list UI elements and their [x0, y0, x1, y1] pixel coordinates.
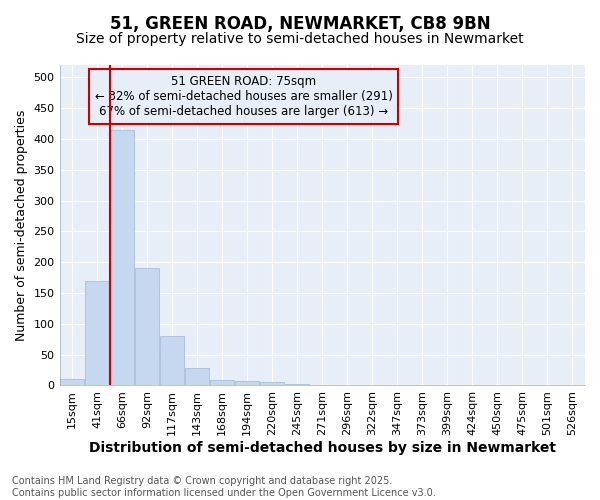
Bar	[335, 385, 359, 386]
Bar	[260, 382, 284, 386]
Bar	[135, 268, 159, 386]
Text: 51 GREEN ROAD: 75sqm
← 32% of semi-detached houses are smaller (291)
67% of semi: 51 GREEN ROAD: 75sqm ← 32% of semi-detac…	[95, 74, 392, 118]
Bar	[235, 381, 259, 386]
Text: Contains HM Land Registry data © Crown copyright and database right 2025.
Contai: Contains HM Land Registry data © Crown c…	[12, 476, 436, 498]
Bar	[160, 336, 184, 386]
X-axis label: Distribution of semi-detached houses by size in Newmarket: Distribution of semi-detached houses by …	[89, 441, 556, 455]
Bar	[185, 368, 209, 386]
Bar	[60, 380, 84, 386]
Text: Size of property relative to semi-detached houses in Newmarket: Size of property relative to semi-detach…	[76, 32, 524, 46]
Bar	[310, 385, 334, 386]
Bar	[361, 385, 384, 386]
Text: 51, GREEN ROAD, NEWMARKET, CB8 9BN: 51, GREEN ROAD, NEWMARKET, CB8 9BN	[110, 15, 490, 33]
Bar	[286, 384, 309, 386]
Y-axis label: Number of semi-detached properties: Number of semi-detached properties	[15, 110, 28, 341]
Bar	[85, 280, 109, 386]
Bar	[210, 380, 234, 386]
Bar	[110, 130, 134, 386]
